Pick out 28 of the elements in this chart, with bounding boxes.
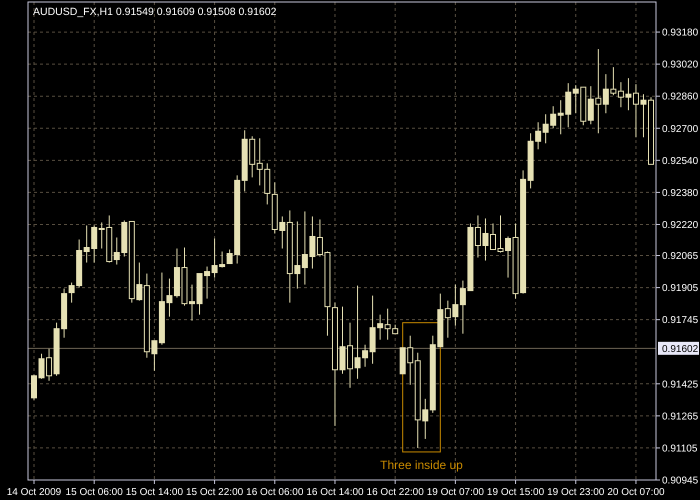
- y-tick-label: 0.92540: [662, 156, 699, 167]
- y-tick-label: 0.91425: [662, 379, 699, 390]
- y-tick-label: 0.90945: [662, 476, 699, 486]
- x-tick-label: 14 Oct 2009: [6, 487, 62, 498]
- annotation: Three inside up: [380, 458, 464, 472]
- y-tick-label: 0.93180: [662, 28, 699, 39]
- y-tick-label: 0.91265: [662, 411, 699, 422]
- y-tick-label: 0.92860: [662, 92, 699, 103]
- chart-title: AUDUSD_FX,H1 0.91549 0.91609 0.91508 0.91602: [33, 6, 277, 18]
- y-tick-label: 0.92065: [662, 251, 699, 262]
- y-tick-label: 0.91105: [662, 443, 698, 454]
- ref-line-label: 0.91602: [662, 344, 699, 355]
- y-tick-label: 0.92220: [662, 220, 699, 231]
- x-tick-label: 16 Oct 22:00: [366, 487, 424, 498]
- y-tick-label: 0.91745: [662, 315, 699, 326]
- x-tick-label: 15 Oct 22:00: [186, 487, 244, 498]
- x-tick-label: 19 Oct 23:00: [547, 487, 605, 498]
- y-tick-label: 0.91905: [662, 283, 699, 294]
- x-tick-label: 15 Oct 06:00: [66, 487, 124, 498]
- y-tick-label: 0.92700: [662, 124, 699, 135]
- y-tick-label: 0.93020: [662, 60, 699, 71]
- x-tick-label: 19 Oct 07:00: [426, 487, 484, 498]
- x-tick-label: 15 Oct 14:00: [126, 487, 184, 498]
- x-tick-label: 19 Oct 15:00: [486, 487, 545, 498]
- x-tick-label: 20 Oct 07:00: [607, 487, 666, 498]
- x-tick-label: 16 Oct 14:00: [306, 487, 364, 498]
- x-tick-label: 16 Oct 06:00: [246, 487, 304, 498]
- y-tick-label: 0.92380: [662, 188, 699, 199]
